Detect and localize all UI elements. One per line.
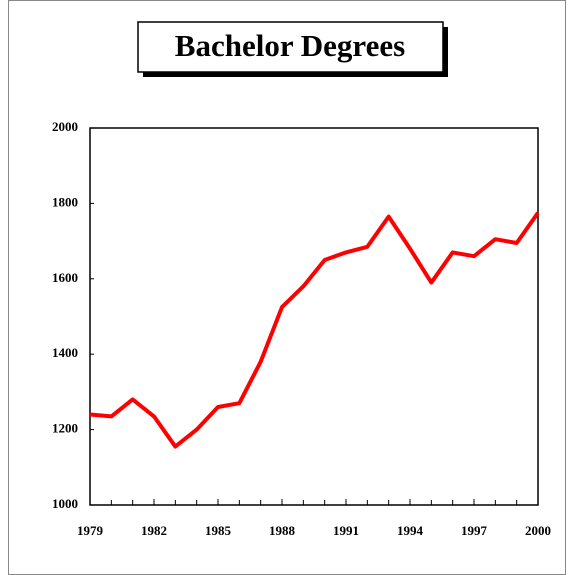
y-tick-label: 1000 <box>52 496 78 511</box>
line <box>89 211 540 449</box>
x-tick-label: 1985 <box>205 523 232 538</box>
y-tick-label: 1800 <box>52 194 78 209</box>
x-tick-label: 1991 <box>333 523 359 538</box>
x-tick-label: 1994 <box>397 523 424 538</box>
title-box <box>137 21 444 73</box>
plot-area <box>89 127 539 506</box>
x-tick-label: 1988 <box>269 523 296 538</box>
chart-title: Bachelor Degrees <box>175 28 405 63</box>
y-tick-label: 1200 <box>52 421 78 436</box>
y-tick-label: 1600 <box>52 270 78 285</box>
frame <box>8 0 566 575</box>
x-tick-label: 1982 <box>141 523 167 538</box>
x-tick-label: 1997 <box>461 523 488 538</box>
x-tick-label: 2000 <box>525 523 551 538</box>
y-tick-label: 1400 <box>52 345 78 360</box>
y-tick-label: 2000 <box>52 119 78 134</box>
x-tick-label: 1979 <box>77 523 104 538</box>
